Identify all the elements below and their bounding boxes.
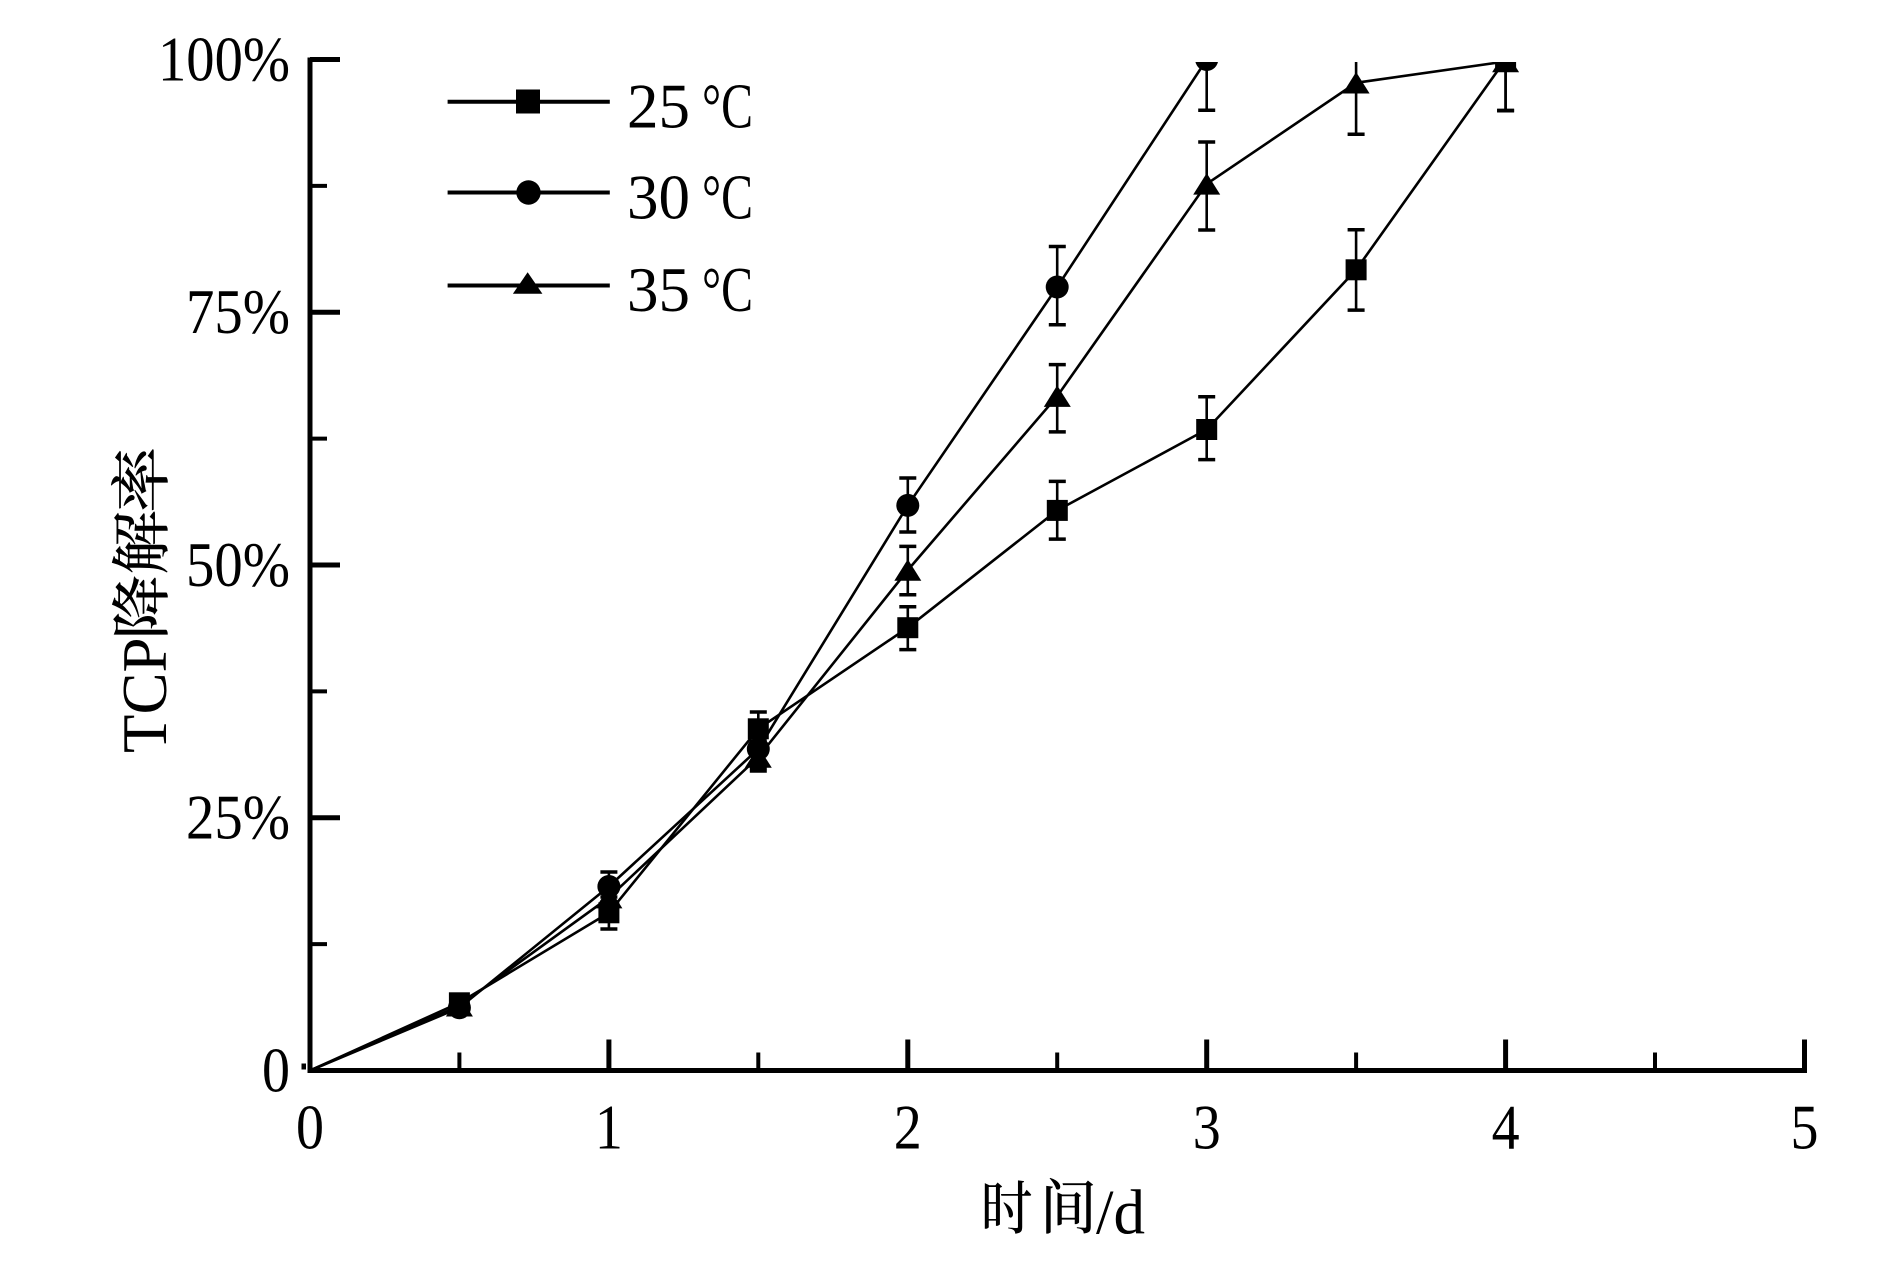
svg-text:°C: °C: [702, 163, 753, 233]
svg-text:0: 0: [296, 1093, 324, 1163]
svg-text:35: 35: [627, 255, 690, 325]
svg-text:TCP: TCP: [110, 637, 180, 753]
svg-text:3: 3: [1193, 1093, 1221, 1163]
svg-text:0: 0: [262, 1035, 290, 1105]
svg-text:2: 2: [894, 1093, 922, 1163]
svg-text:/d: /d: [1096, 1178, 1145, 1248]
svg-text:25: 25: [627, 71, 690, 141]
svg-text:50%: 50%: [186, 530, 290, 600]
svg-text:100%: 100%: [158, 24, 290, 94]
svg-text:30: 30: [627, 163, 690, 233]
svg-text:75%: 75%: [186, 277, 290, 347]
svg-text:4: 4: [1492, 1093, 1520, 1163]
svg-text:5: 5: [1791, 1093, 1819, 1163]
svg-text:°C: °C: [702, 255, 753, 325]
svg-text:25%: 25%: [186, 783, 290, 853]
svg-text:1: 1: [595, 1093, 623, 1163]
svg-text:°C: °C: [702, 71, 753, 141]
